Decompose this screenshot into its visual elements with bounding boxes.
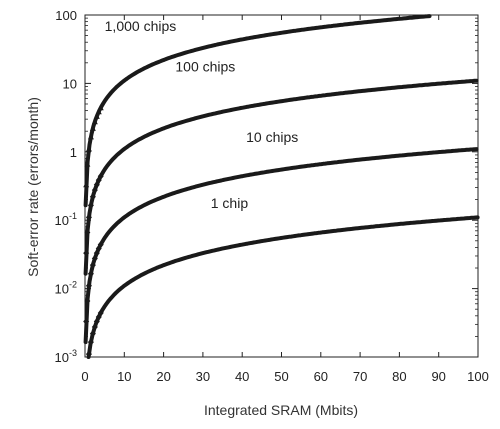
y-tick-label: 10	[63, 76, 77, 91]
data-point	[91, 186, 98, 194]
y-tick-label: 10-1	[55, 211, 77, 228]
data-point	[85, 213, 92, 221]
x-tick-label: 80	[392, 369, 406, 384]
data-point	[91, 255, 98, 263]
data-point	[84, 229, 91, 237]
x-tick-label: 90	[431, 369, 445, 384]
data-point	[87, 338, 94, 346]
series-line	[83, 147, 479, 345]
data-point	[97, 172, 104, 180]
series-10-chips	[83, 147, 479, 345]
series-100-chips	[83, 78, 479, 276]
x-tick-label: 70	[353, 369, 367, 384]
data-point	[84, 297, 91, 305]
data-point	[89, 261, 96, 269]
series-line	[83, 14, 432, 208]
data-point	[83, 249, 90, 257]
data-point	[83, 318, 90, 326]
data-point	[84, 160, 91, 167]
y-tick-label: 100	[55, 8, 77, 23]
data-point	[85, 145, 92, 152]
x-tick-label: 40	[235, 369, 249, 384]
series-1-chip	[85, 215, 480, 359]
y-axis-title: Soft-error rate (errors/month)	[25, 97, 41, 277]
x-tick-label: 0	[81, 369, 88, 384]
y-tick-label: 1	[70, 145, 77, 160]
series-label: 100 chips	[175, 58, 235, 74]
series-label: 10 chips	[246, 129, 298, 145]
x-tick-label: 50	[274, 369, 288, 384]
x-tick-label: 30	[196, 369, 210, 384]
data-point	[87, 201, 94, 209]
x-tick-label: 10	[117, 369, 131, 384]
x-tick-label: 100	[467, 369, 489, 384]
x-tick-label: 60	[314, 369, 328, 384]
y-tick-label: 10-3	[55, 348, 77, 365]
data-point	[83, 181, 90, 188]
data-point	[97, 241, 104, 249]
x-axis-title: Integrated SRAM (Mbits)	[204, 402, 358, 418]
data-point	[87, 270, 94, 278]
axes: 0 10 20 30 40 50 60 70 80 90 100 10-3 10-2 10-1 1 10 100	[55, 8, 489, 384]
series-line	[83, 78, 479, 276]
data-point	[97, 104, 104, 111]
data-point	[89, 330, 96, 338]
data-point	[87, 133, 94, 140]
data-point	[95, 108, 102, 115]
series-line	[86, 215, 480, 359]
data-point	[91, 323, 98, 331]
series-label: 1,000 chips	[105, 18, 177, 34]
data-point	[85, 282, 92, 290]
data-point	[93, 112, 100, 119]
data-point	[91, 118, 98, 125]
data-point	[89, 124, 96, 131]
data-point	[89, 193, 96, 201]
series-layer	[83, 14, 480, 359]
y-tick-label: 10-2	[55, 280, 77, 297]
data-point	[97, 309, 104, 317]
x-tick-label: 20	[156, 369, 170, 384]
series-labels: 1 chip 10 chips 100 chips 1,000 chips	[105, 18, 299, 211]
series-label: 1 chip	[211, 195, 249, 211]
data-point	[85, 350, 92, 358]
series-1-000-chips	[83, 14, 432, 208]
